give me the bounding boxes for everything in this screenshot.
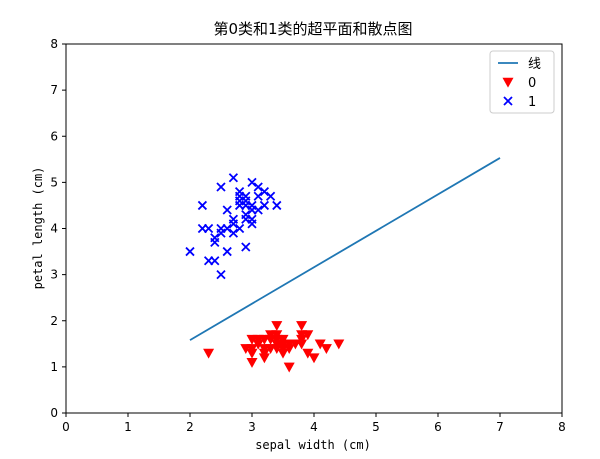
x-tick-label: 1 bbox=[124, 420, 132, 434]
x-tick-label: 8 bbox=[558, 420, 566, 434]
x-tick-label: 7 bbox=[496, 420, 504, 434]
point-class-0 bbox=[308, 353, 320, 364]
point-class-0 bbox=[271, 321, 283, 331]
hyperplane-line bbox=[189, 157, 501, 341]
point-class-1 bbox=[210, 233, 220, 243]
legend: 线 0 1 bbox=[489, 50, 555, 114]
point-class-1 bbox=[222, 223, 232, 234]
point-class-0 bbox=[296, 334, 308, 345]
y-tick-label: 5 bbox=[50, 175, 58, 189]
point-class-1 bbox=[216, 269, 226, 280]
point-class-0 bbox=[246, 348, 258, 359]
x-tick-label: 3 bbox=[248, 420, 256, 434]
point-class-0 bbox=[277, 348, 289, 359]
point-class-1 bbox=[259, 200, 270, 211]
y-tick-label: 8 bbox=[50, 37, 58, 51]
x-axis-label: sepal width (cm) bbox=[255, 438, 371, 452]
point-class-1 bbox=[253, 205, 263, 215]
legend-marker-1 bbox=[503, 96, 513, 106]
point-class-1 bbox=[247, 200, 257, 211]
x-tick-label: 0 bbox=[62, 420, 70, 434]
x-tick-label: 5 bbox=[372, 420, 380, 434]
y-tick-label: 6 bbox=[50, 129, 58, 143]
series-1-points bbox=[185, 173, 282, 280]
point-class-1 bbox=[265, 191, 276, 201]
point-class-1 bbox=[222, 246, 232, 257]
series-0-points bbox=[203, 321, 345, 373]
y-axis-ticks: 0 1 2 3 4 5 6 7 8 bbox=[50, 37, 66, 420]
point-class-1 bbox=[253, 182, 263, 192]
point-class-1 bbox=[228, 228, 239, 238]
point-class-1 bbox=[228, 214, 239, 224]
point-class-1 bbox=[203, 223, 214, 234]
y-axis-label: petal length (cm) bbox=[31, 167, 45, 290]
y-tick-label: 3 bbox=[50, 268, 58, 282]
point-class-1 bbox=[228, 173, 239, 183]
y-tick-label: 0 bbox=[50, 406, 58, 420]
point-class-0 bbox=[265, 334, 277, 345]
point-class-1 bbox=[247, 214, 257, 224]
y-tick-label: 1 bbox=[50, 360, 58, 374]
y-tick-label: 7 bbox=[50, 83, 58, 97]
x-tick-label: 6 bbox=[434, 420, 442, 434]
x-tick-label: 2 bbox=[186, 420, 194, 434]
x-axis-ticks: 0 1 2 3 4 5 6 7 8 bbox=[62, 413, 566, 434]
point-class-1 bbox=[185, 246, 195, 257]
legend-box bbox=[489, 50, 555, 114]
legend-label-0: 0 bbox=[528, 76, 536, 91]
point-class-0 bbox=[283, 339, 295, 350]
point-class-0 bbox=[320, 344, 332, 355]
point-class-1 bbox=[241, 191, 251, 201]
point-class-1 bbox=[272, 200, 282, 211]
point-class-0 bbox=[333, 339, 345, 350]
point-class-1 bbox=[216, 228, 226, 238]
point-class-1 bbox=[222, 205, 232, 215]
point-class-1 bbox=[197, 200, 208, 211]
point-class-1 bbox=[241, 242, 251, 252]
y-tick-label: 4 bbox=[50, 222, 58, 236]
point-class-1 bbox=[216, 182, 226, 192]
point-class-1 bbox=[241, 210, 251, 220]
point-class-1 bbox=[253, 191, 263, 201]
point-class-1 bbox=[247, 177, 257, 188]
plot-area bbox=[65, 43, 563, 414]
point-class-1 bbox=[234, 186, 245, 197]
legend-line-label: 线 bbox=[528, 57, 541, 72]
point-class-0 bbox=[203, 348, 215, 359]
point-class-0 bbox=[258, 353, 270, 364]
y-tick-label: 2 bbox=[50, 314, 58, 328]
point-class-0 bbox=[246, 357, 258, 368]
chart-title: 第0类和1类的超平面和散点图 bbox=[213, 20, 412, 38]
legend-marker-0 bbox=[502, 77, 514, 88]
point-class-0 bbox=[302, 330, 314, 341]
legend-label-1: 1 bbox=[528, 95, 536, 110]
point-class-0 bbox=[296, 321, 308, 331]
point-class-1 bbox=[234, 223, 245, 234]
point-class-1 bbox=[259, 186, 270, 197]
x-tick-label: 4 bbox=[310, 420, 318, 434]
point-class-0 bbox=[283, 362, 295, 373]
point-class-1 bbox=[210, 256, 220, 266]
